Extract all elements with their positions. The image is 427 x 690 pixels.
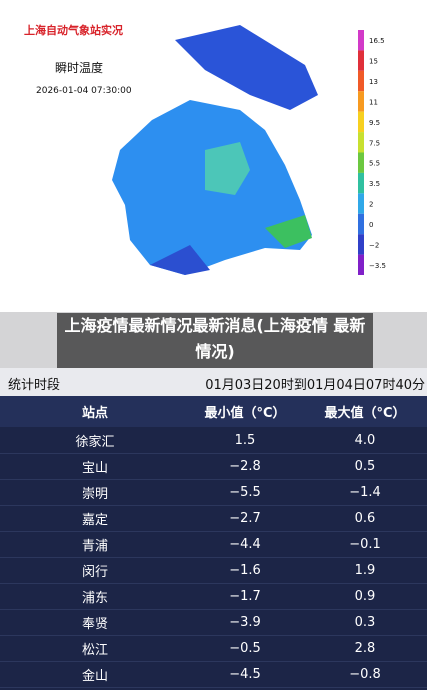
table-row: 奉贤 −3.9 0.3 — [0, 609, 427, 636]
colorbar-label: −3.5 — [369, 262, 386, 270]
map-subtitle: 瞬时温度 — [55, 60, 103, 75]
table-row: 宝山 −2.8 0.5 — [0, 453, 427, 480]
table-row: 崇明 −5.5 −1.4 — [0, 479, 427, 506]
map-time: 2026-01-04 07:30:00 — [36, 86, 132, 96]
colorbar-segment — [358, 30, 364, 51]
header-cell: 最大值（°C） — [324, 406, 406, 421]
colorbar-segment — [358, 111, 364, 133]
table-cell: 浦东 — [81, 590, 108, 606]
table-cell: −0.8 — [349, 666, 381, 682]
warm-zone — [265, 215, 312, 248]
table-cell: −1.4 — [349, 484, 381, 500]
colorbar-segment — [358, 70, 364, 92]
table-cell: −4.5 — [229, 666, 261, 682]
period-row: 统计时段 01月03日20时到01月04日07时40分 — [0, 368, 427, 396]
map-title: 上海自动气象站实况 — [24, 23, 123, 37]
table-cell: 4.0 — [354, 432, 376, 448]
table-cell: −5.5 — [229, 484, 261, 500]
header-cell: 最小值（°C） — [204, 406, 286, 421]
table-row: 浦东 −1.7 0.9 — [0, 583, 427, 610]
chongming — [175, 25, 318, 110]
colorbar: 16.5 15 13 11 9.5 7.5 5.5 3.5 2 0 −2 −3.5 — [358, 30, 386, 275]
table-cell: 1.9 — [354, 562, 376, 578]
table-cell: 金山 — [81, 668, 108, 684]
headline: 上海疫情最新情况最新消息(上海疫情 最新情况) — [57, 313, 373, 369]
table-cell: 0.6 — [354, 510, 376, 526]
table-cell: 0.5 — [354, 458, 376, 474]
colorbar-segment — [358, 172, 364, 194]
table-cell: 宝山 — [81, 460, 108, 476]
table-cell: 徐家汇 — [75, 434, 115, 450]
colorbar-label: 2 — [369, 201, 373, 209]
table-cell: 0.9 — [354, 588, 376, 604]
table-cell: −3.9 — [229, 614, 261, 630]
table-cell: −4.4 — [229, 536, 261, 552]
period-label: 统计时段 — [8, 378, 61, 393]
colorbar-segment — [358, 193, 364, 214]
table-row: 嘉定 −2.7 0.6 — [0, 505, 427, 532]
colorbar-label: −2 — [369, 241, 379, 249]
table-row: 青浦 −4.4 −0.1 — [0, 531, 427, 558]
table-row: 金山 −4.5 −0.8 — [0, 661, 427, 688]
colorbar-label: 11 — [369, 98, 378, 106]
colorbar-segment — [358, 234, 364, 255]
colorbar-label: 13 — [369, 78, 378, 86]
header-cell: 站点 — [81, 406, 108, 421]
colorbar-segment — [358, 132, 364, 153]
table-row: 松江 −0.5 2.8 — [0, 635, 427, 662]
table-cell: −2.7 — [229, 510, 261, 526]
colorbar-segment — [358, 91, 364, 112]
cold-zone — [150, 245, 210, 275]
colorbar-segment — [358, 254, 364, 275]
table-cell: −2.8 — [229, 458, 261, 474]
colorbar-label: 3.5 — [369, 180, 380, 188]
table-cell: −0.1 — [349, 536, 381, 552]
table-cell: 2.8 — [354, 640, 376, 656]
table-cell: 崇明 — [81, 486, 108, 502]
colorbar-label: 15 — [369, 58, 378, 66]
colorbar-segment — [358, 152, 364, 173]
map-panel: 上海自动气象站实况 瞬时温度 2026-01-04 07:30:00 16.5 1… — [0, 0, 427, 312]
period-value: 01月03日20时到01月04日07时40分 — [205, 378, 425, 393]
colorbar-segment — [358, 50, 364, 71]
colorbar-label: 0 — [369, 221, 373, 229]
table-cell: 嘉定 — [81, 512, 108, 528]
warm-zone — [205, 142, 250, 195]
table-cell: 闵行 — [81, 564, 108, 580]
map: 上海自动气象站实况 瞬时温度 2026-01-04 07:30:00 16.51… — [24, 23, 386, 275]
table-cell: 松江 — [81, 642, 108, 658]
table-row: 闵行 −1.6 1.9 — [0, 557, 427, 584]
colorbar-label: 5.5 — [369, 160, 380, 168]
colorbar-label: 9.5 — [369, 119, 380, 127]
table-row: 徐家汇 1.5 4.0 — [0, 427, 427, 454]
table-cell: 奉贤 — [81, 616, 108, 632]
table-header: 站点 最小值（°C） 最大值（°C） — [0, 396, 427, 427]
colorbar-label: 16.5 — [369, 37, 385, 45]
colorbar-label: 7.5 — [369, 139, 380, 147]
table-cell: −1.6 — [229, 562, 261, 578]
table-cell: 1.5 — [234, 432, 256, 448]
table-cell: −1.7 — [229, 588, 261, 604]
table-cell: 青浦 — [81, 538, 108, 554]
colorbar-segment — [358, 213, 364, 235]
table-cell: 0.3 — [354, 614, 376, 630]
table-cell: −0.5 — [229, 640, 261, 656]
